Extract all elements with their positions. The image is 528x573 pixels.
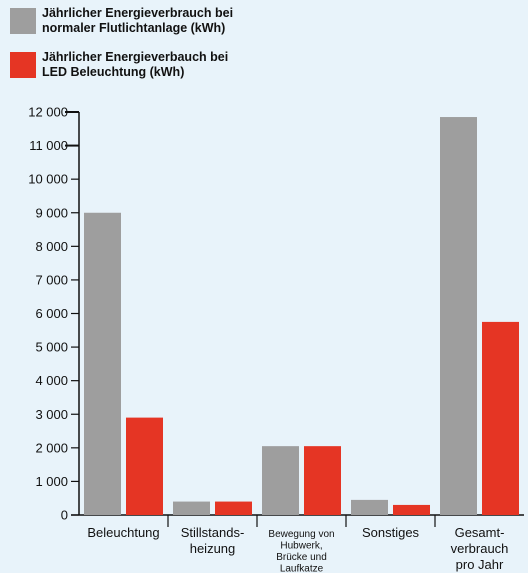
bar-s1-c0 <box>126 417 163 515</box>
y-tick-label-9: 9 000 <box>35 205 68 220</box>
legend-swatch-led <box>10 52 36 78</box>
bar-s0-c4 <box>440 117 477 515</box>
y-tick-label-4: 4 000 <box>35 373 68 388</box>
y-tick-label-6: 6 000 <box>35 306 68 321</box>
bar-s0-c2 <box>262 446 299 515</box>
x-label-4-line-0: Gesamt- <box>455 525 505 540</box>
x-label-1-line-0: Stillstands- <box>181 525 245 540</box>
bar-s1-c3 <box>393 504 430 515</box>
y-tick-label-11: 11 000 <box>29 138 68 153</box>
y-tick-label-8: 8 000 <box>35 239 68 254</box>
legend-swatch-flutlicht <box>10 8 36 34</box>
bar-s1-c1 <box>215 501 252 515</box>
x-label-1-line-1: heizung <box>190 541 236 556</box>
y-tick-label-0: 0 <box>61 508 68 523</box>
legend-label-flutlicht: Jährlicher Energieverbrauch bei normaler… <box>42 6 234 35</box>
x-label-0-line-0: Beleuchtung <box>87 525 159 540</box>
x-label-2-line-2: Brücke und <box>276 552 327 563</box>
y-tick-label-1: 1 000 <box>35 474 68 489</box>
x-label-3-line-0: Sonstiges <box>362 525 420 540</box>
y-tick-label-2: 2 000 <box>35 440 68 455</box>
x-label-2-line-0: Bewegung von <box>268 529 334 540</box>
x-label-2-line-1: Hubwerk, <box>280 541 322 552</box>
x-label-4-line-1: verbrauch <box>451 541 509 556</box>
bar-s0-c3 <box>351 499 388 515</box>
y-tick-label-10: 10 000 <box>28 172 68 187</box>
x-label-2-line-3: Laufkatze <box>280 564 324 573</box>
bar-s0-c0 <box>84 212 121 515</box>
y-tick-label-3: 3 000 <box>35 407 68 422</box>
legend-label-led: Jährlicher Energieverbauch bei LED Beleu… <box>42 50 229 79</box>
bar-s0-c1 <box>173 501 210 515</box>
y-tick-label-12: 12 000 <box>28 105 68 120</box>
x-label-4-line-2: pro Jahr <box>456 557 504 572</box>
bar-s1-c2 <box>304 446 341 515</box>
y-tick-label-5: 5 000 <box>35 340 68 355</box>
bar-s1-c4 <box>482 321 519 515</box>
y-tick-label-7: 7 000 <box>35 272 68 287</box>
